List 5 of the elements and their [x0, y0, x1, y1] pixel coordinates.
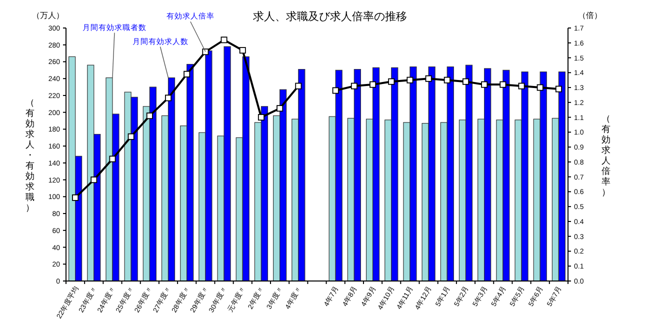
- text: （有効求人・有効求職）: [26, 98, 34, 212]
- text: （万人）: [32, 11, 64, 20]
- y2-axis-title: （有効求人倍率）: [602, 113, 610, 197]
- text: （倍）: [578, 11, 602, 20]
- chart-title: 求人、求職及び求人倍率の推移: [253, 10, 407, 23]
